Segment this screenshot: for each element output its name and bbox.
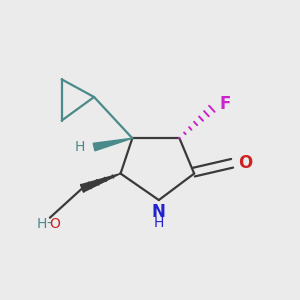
Text: -: - <box>46 217 51 231</box>
Text: N: N <box>152 203 166 221</box>
Text: H: H <box>75 140 85 154</box>
Text: H: H <box>37 217 47 231</box>
Text: F: F <box>219 95 231 113</box>
Polygon shape <box>81 174 121 192</box>
Polygon shape <box>93 138 132 151</box>
Text: H: H <box>154 216 164 230</box>
Text: O: O <box>49 217 60 231</box>
Text: O: O <box>238 154 253 172</box>
